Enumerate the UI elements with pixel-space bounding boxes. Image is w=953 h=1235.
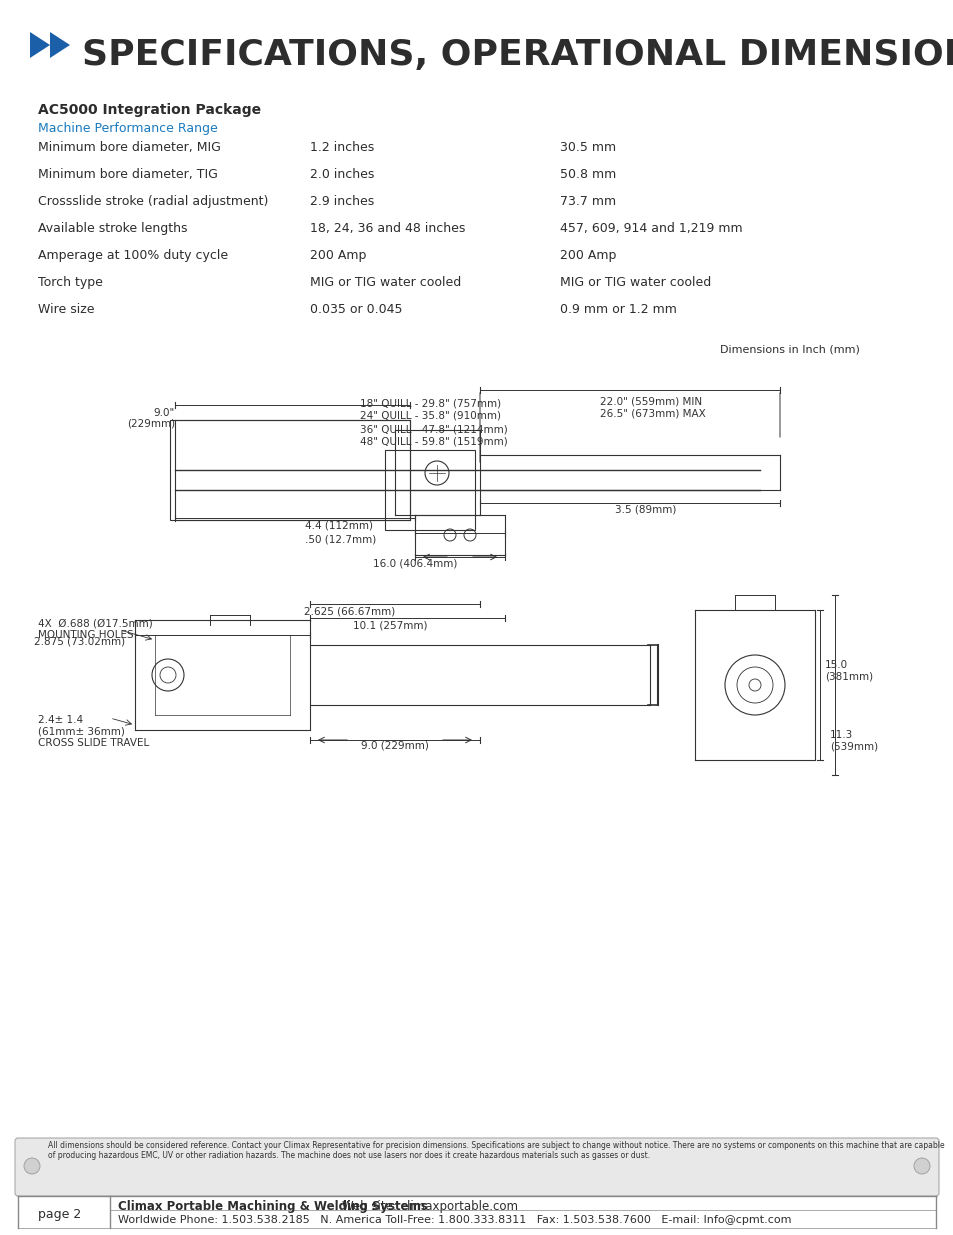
- Text: Climax Portable Machining & Welding Systems: Climax Portable Machining & Welding Syst…: [118, 1200, 427, 1213]
- Text: 18, 24, 36 and 48 inches: 18, 24, 36 and 48 inches: [310, 222, 465, 235]
- Text: MIG or TIG water cooled: MIG or TIG water cooled: [559, 275, 711, 289]
- Text: 22.0" (559mm) MIN: 22.0" (559mm) MIN: [599, 396, 701, 406]
- Text: 10.1 (257mm): 10.1 (257mm): [353, 620, 427, 630]
- Text: Minimum bore diameter, MIG: Minimum bore diameter, MIG: [38, 141, 221, 154]
- Text: 16.0 (406.4mm): 16.0 (406.4mm): [373, 558, 456, 568]
- Text: Minimum bore diameter, TIG: Minimum bore diameter, TIG: [38, 168, 217, 182]
- Bar: [170, 420, 410, 520]
- Text: 48" QUILL - 59.8" (1519mm): 48" QUILL - 59.8" (1519mm): [359, 437, 507, 447]
- Text: 4.4 (112mm): 4.4 (112mm): [305, 520, 373, 530]
- Text: (229mm): (229mm): [127, 419, 174, 429]
- Text: Worldwide Phone: 1.503.538.2185   N. America Toll-Free: 1.800.333.8311   Fax: 1.: Worldwide Phone: 1.503.538.2185 N. Ameri…: [118, 1215, 791, 1225]
- Text: 24" QUILL - 35.8" (910mm): 24" QUILL - 35.8" (910mm): [359, 411, 500, 421]
- Text: Web site: climaxportable.com: Web site: climaxportable.com: [341, 1200, 517, 1213]
- Text: 1.2 inches: 1.2 inches: [310, 141, 374, 154]
- Text: 36" QUILL - 47.8" (1214mm): 36" QUILL - 47.8" (1214mm): [359, 424, 507, 433]
- Text: 4X  Ø.688 (Ø17.5mm)
MOUNTING HOLES: 4X Ø.688 (Ø17.5mm) MOUNTING HOLES: [38, 618, 152, 640]
- Text: 9.0": 9.0": [153, 408, 174, 417]
- Circle shape: [913, 1158, 929, 1174]
- Text: 9.0 (229mm): 9.0 (229mm): [360, 740, 429, 750]
- Text: 73.7 mm: 73.7 mm: [559, 195, 616, 207]
- Text: 0.035 or 0.045: 0.035 or 0.045: [310, 303, 402, 316]
- Text: Crossslide stroke (radial adjustment): Crossslide stroke (radial adjustment): [38, 195, 268, 207]
- Text: 50.8 mm: 50.8 mm: [559, 168, 616, 182]
- Text: 457, 609, 914 and 1,219 mm: 457, 609, 914 and 1,219 mm: [559, 222, 741, 235]
- Text: .50 (12.7mm): .50 (12.7mm): [305, 535, 375, 545]
- Text: 15.0
(381mm): 15.0 (381mm): [824, 659, 872, 682]
- Text: MIG or TIG water cooled: MIG or TIG water cooled: [310, 275, 460, 289]
- Text: Torch type: Torch type: [38, 275, 103, 289]
- Text: 11.3
(539mm): 11.3 (539mm): [829, 730, 877, 752]
- Text: 200 Amp: 200 Amp: [559, 249, 616, 262]
- Bar: [385, 450, 475, 530]
- Text: 0.9 mm or 1.2 mm: 0.9 mm or 1.2 mm: [559, 303, 677, 316]
- Polygon shape: [30, 32, 50, 58]
- Text: 2.9 inches: 2.9 inches: [310, 195, 374, 207]
- Text: 2.625 (66.67mm): 2.625 (66.67mm): [304, 606, 395, 616]
- Text: All dimensions should be considered reference. Contact your Climax Representativ: All dimensions should be considered refe…: [48, 1141, 943, 1161]
- Text: 30.5 mm: 30.5 mm: [559, 141, 616, 154]
- Text: 2.0 inches: 2.0 inches: [310, 168, 374, 182]
- Text: Dimensions in Inch (mm): Dimensions in Inch (mm): [720, 345, 859, 354]
- Text: 18" QUILL - 29.8" (757mm): 18" QUILL - 29.8" (757mm): [359, 398, 500, 408]
- Circle shape: [24, 1158, 40, 1174]
- Text: 26.5" (673mm) MAX: 26.5" (673mm) MAX: [599, 409, 705, 419]
- Text: 3.5 (89mm): 3.5 (89mm): [615, 505, 676, 515]
- Text: Available stroke lengths: Available stroke lengths: [38, 222, 188, 235]
- Text: AC5000 Integration Package: AC5000 Integration Package: [38, 103, 261, 117]
- Text: 2.4± 1.4
(61mm± 36mm)
CROSS SLIDE TRAVEL: 2.4± 1.4 (61mm± 36mm) CROSS SLIDE TRAVEL: [38, 715, 149, 748]
- Text: Machine Performance Range: Machine Performance Range: [38, 122, 217, 135]
- Text: Amperage at 100% duty cycle: Amperage at 100% duty cycle: [38, 249, 228, 262]
- Polygon shape: [50, 32, 70, 58]
- Text: 200 Amp: 200 Amp: [310, 249, 366, 262]
- Text: SPECIFICATIONS, OPERATIONAL DIMENSIONS: SPECIFICATIONS, OPERATIONAL DIMENSIONS: [82, 38, 953, 72]
- FancyBboxPatch shape: [15, 1137, 938, 1195]
- Text: page 2: page 2: [38, 1208, 81, 1221]
- Text: Wire size: Wire size: [38, 303, 94, 316]
- Text: 2.875 (73.02mm): 2.875 (73.02mm): [34, 636, 125, 646]
